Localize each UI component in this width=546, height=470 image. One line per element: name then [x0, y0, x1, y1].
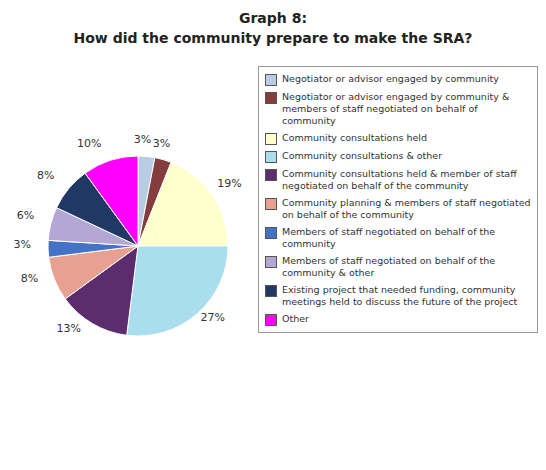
svg-text:10%: 10% — [77, 137, 101, 150]
svg-text:8%: 8% — [37, 169, 54, 182]
html-text:Graph 8:: Graph 8: — [239, 10, 307, 26]
svg-text:27%: 27% — [200, 311, 224, 324]
html-text:Negotiator or advisor engaged: Negotiator or advisor engaged by communi… — [282, 73, 499, 84]
html-text:Community consultations held: Community consultations held — [282, 132, 427, 143]
html-text:How did the community prepare: How did the community prepare to make th… — [73, 30, 473, 46]
html-text:Community consultations & othe: Community consultations & other — [282, 150, 443, 161]
svg-text:3%: 3% — [14, 238, 31, 251]
html-text:Members of staff negotiated on: Members of staff negotiated on behalf of… — [282, 226, 496, 249]
html-text:Community consultations held &: Community consultations held & member of… — [282, 168, 517, 191]
html-text:Members of staff negotiated on: Members of staff negotiated on behalf of… — [282, 255, 496, 278]
html-text:Other: Other — [282, 313, 309, 324]
svg-text:3%: 3% — [134, 133, 151, 146]
html-text:Community planning & members o: Community planning & members of staff ne… — [282, 197, 531, 220]
svg-text:19%: 19% — [217, 177, 241, 190]
html-text:Negotiator or advisor engaged: Negotiator or advisor engaged by communi… — [282, 91, 510, 126]
svg-text:13%: 13% — [57, 322, 81, 335]
svg-text:8%: 8% — [21, 272, 38, 285]
svg-text:6%: 6% — [17, 209, 34, 222]
html-text:Existing project that needed f: Existing project that needed funding, co… — [282, 284, 518, 307]
svg-text:3%: 3% — [153, 137, 170, 150]
